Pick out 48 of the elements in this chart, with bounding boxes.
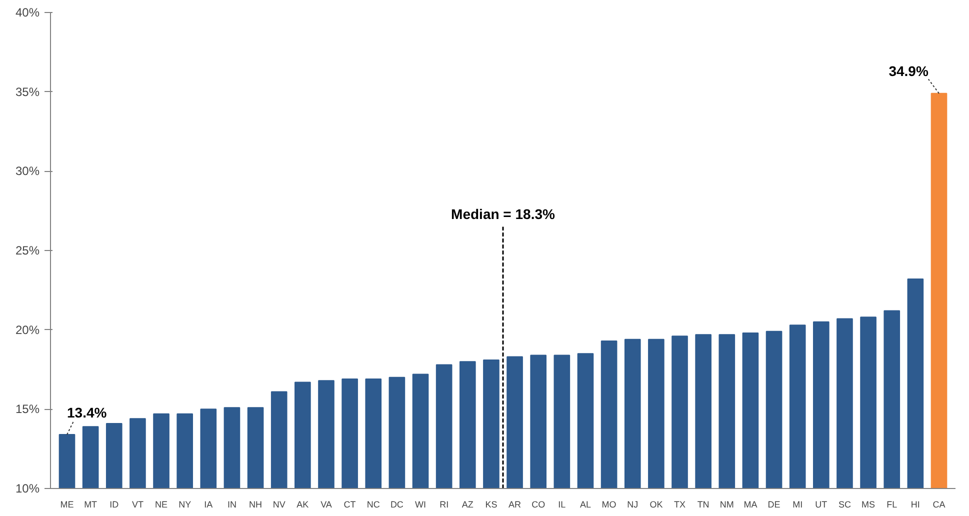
- x-tick-label: NE: [155, 500, 168, 510]
- x-tick-label: VT: [132, 500, 144, 510]
- x-tick-label: ME: [60, 500, 74, 510]
- y-tick-label: 40%: [15, 6, 40, 20]
- x-tick-label: SC: [838, 500, 852, 510]
- x-tick-label: DC: [390, 500, 404, 510]
- annotation: Median = 18.3%: [451, 206, 556, 222]
- x-tick-label: AL: [580, 500, 591, 510]
- x-tick-label: VA: [320, 500, 332, 510]
- x-tick-label: NJ: [627, 500, 638, 510]
- x-tick-label: CT: [344, 500, 356, 510]
- x-tick-label: AK: [296, 500, 309, 510]
- y-tick-label: 25%: [15, 244, 40, 258]
- x-tick-label: DE: [768, 500, 780, 510]
- x-tick-label: IA: [204, 500, 213, 510]
- x-tick-label: NM: [720, 500, 734, 510]
- x-tick-label: UT: [815, 500, 828, 510]
- x-tick-label: NY: [178, 500, 192, 510]
- x-tick-label: MO: [602, 500, 616, 510]
- x-tick-label: IL: [558, 500, 566, 510]
- x-tick-label: NV: [272, 500, 286, 510]
- y-tick-label: 35%: [15, 84, 40, 99]
- x-tick-label: KS: [485, 500, 498, 510]
- x-tick-label: CA: [932, 500, 946, 510]
- x-tick-label: TX: [674, 500, 686, 510]
- y-tick-label: 20%: [15, 322, 40, 337]
- x-tick-label: AR: [508, 500, 522, 510]
- x-tick-label: NH: [249, 500, 262, 510]
- x-tick-label: AZ: [462, 500, 474, 510]
- x-tick-label: NC: [366, 500, 380, 510]
- x-tick-label: WI: [415, 500, 426, 510]
- x-tick-label: IN: [227, 500, 236, 510]
- x-tick-label: CO: [532, 500, 546, 510]
- y-tick-label: 15%: [15, 402, 40, 416]
- x-tick-label: ID: [110, 500, 120, 510]
- x-tick-label: TN: [697, 500, 710, 510]
- x-tick-label: MT: [84, 500, 98, 510]
- x-tick-label: MA: [744, 500, 758, 510]
- x-tick-label: OK: [650, 500, 663, 510]
- x-tick-label: HI: [910, 500, 920, 510]
- y-tick-label: 30%: [15, 164, 40, 178]
- x-tick-label: FL: [886, 500, 898, 510]
- x-tick-label: RI: [440, 500, 449, 510]
- x-tick-label: MS: [862, 500, 876, 510]
- data-label: 34.9%: [888, 63, 929, 80]
- x-tick-label: MI: [792, 500, 803, 510]
- y-tick-label: 10%: [15, 482, 40, 496]
- data-label: 13.4%: [66, 404, 108, 420]
